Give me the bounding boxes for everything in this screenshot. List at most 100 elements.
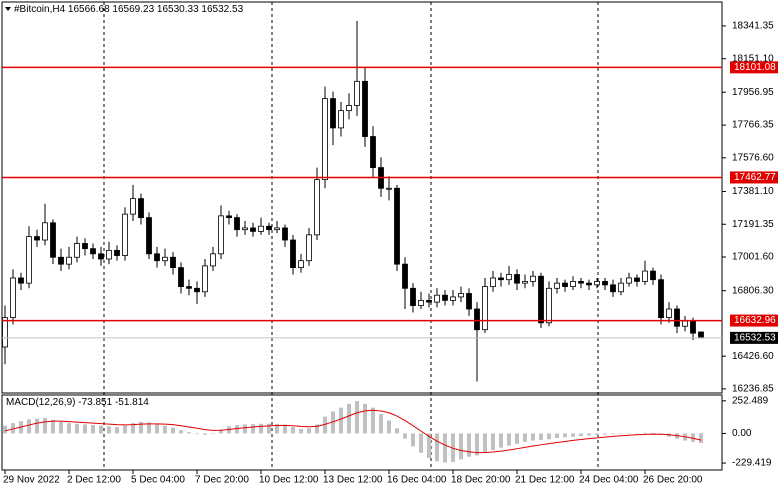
level-box xyxy=(730,314,778,327)
macd-bar xyxy=(179,430,183,434)
candle-body xyxy=(138,198,144,218)
macd-bar xyxy=(499,433,503,448)
candle-body xyxy=(410,287,416,306)
period-separators xyxy=(103,2,599,470)
macd-bar xyxy=(195,433,199,435)
candle-body xyxy=(426,299,432,303)
candle-body xyxy=(450,296,456,301)
macd-bar xyxy=(571,433,575,437)
candle-body xyxy=(506,274,512,281)
y-tick-label: 17001.60 xyxy=(732,252,774,263)
candle-body xyxy=(530,275,536,282)
macd-bar xyxy=(539,433,543,440)
macd-bar xyxy=(387,420,391,434)
macd-bar xyxy=(403,433,407,439)
candle-body xyxy=(442,294,448,301)
macd-bar xyxy=(587,433,591,436)
macd-bar xyxy=(611,433,615,435)
candle-body xyxy=(570,281,576,287)
candle-body xyxy=(338,110,344,129)
macd-bar xyxy=(363,403,367,434)
macd-value: -73.851 xyxy=(78,397,113,408)
macd-bar xyxy=(251,424,255,434)
candle-body xyxy=(258,225,264,232)
price-header: #Bitcoin,H4 16566.68 16569.23 16530.33 1… xyxy=(14,4,243,15)
macd-pane xyxy=(1,394,723,471)
y-tick-label: 17576.60 xyxy=(732,152,774,163)
x-tick-label: 18 Dec 20:00 xyxy=(451,475,511,486)
candle-body xyxy=(306,234,312,262)
macd-bar xyxy=(139,421,143,434)
y-tick-label: 16806.30 xyxy=(732,285,774,296)
macd-bar xyxy=(259,423,263,434)
candle-body xyxy=(690,320,696,334)
candle-body xyxy=(498,277,504,281)
macd-bar xyxy=(491,433,495,451)
candle-body xyxy=(610,284,616,293)
candle-body xyxy=(226,215,232,218)
macd-bar xyxy=(435,433,439,462)
candle-body xyxy=(34,236,40,241)
macd-bar xyxy=(3,425,7,434)
macd-bar xyxy=(267,423,271,434)
candle-body xyxy=(434,294,440,303)
candle-body xyxy=(514,274,520,284)
candle-body xyxy=(650,270,656,281)
macd-bar xyxy=(579,433,583,437)
y-tick-label: 17191.35 xyxy=(732,219,774,230)
candle-body xyxy=(626,277,632,284)
macd-bar xyxy=(283,424,287,434)
candle-body xyxy=(666,308,672,319)
macd-bar xyxy=(211,433,215,434)
candle-body xyxy=(74,243,80,258)
macd-bar xyxy=(243,424,247,434)
current-price-label: 16532.53 xyxy=(734,333,776,344)
macd-bar xyxy=(91,425,95,434)
macd-bar xyxy=(51,419,55,434)
y-tick-label: 0.00 xyxy=(732,428,752,439)
x-tick-label: 16 Dec 04:00 xyxy=(387,475,447,486)
macd-bar xyxy=(531,433,535,441)
macd-bar xyxy=(411,433,415,447)
candle-body xyxy=(178,267,184,287)
macd-bar xyxy=(355,401,359,434)
macd-bar xyxy=(11,423,15,434)
candle-body xyxy=(66,256,72,265)
candle-body xyxy=(10,277,16,319)
macd-bar xyxy=(483,433,487,453)
macd-bar xyxy=(155,423,159,434)
candle-body xyxy=(322,98,328,181)
macd-bar xyxy=(27,419,31,434)
macd-bar xyxy=(699,433,703,443)
macd-bar xyxy=(595,433,599,436)
macd-bar xyxy=(419,433,423,453)
macd-bar xyxy=(339,407,343,434)
candle-body xyxy=(354,80,360,106)
macd-bar xyxy=(555,433,559,438)
macd-bar xyxy=(691,433,695,442)
macd-bar xyxy=(635,433,639,434)
macd-bar xyxy=(299,428,303,434)
candle-body xyxy=(674,308,680,327)
macd-bar xyxy=(219,429,223,434)
x-tick-label: 24 Dec 04:00 xyxy=(579,475,639,486)
main-pane xyxy=(1,1,723,394)
candle-body xyxy=(162,256,168,262)
candle-body xyxy=(314,179,320,236)
macd-bar xyxy=(235,425,239,434)
candle-body xyxy=(42,222,48,241)
macd-bar xyxy=(163,425,167,434)
level-box xyxy=(730,171,778,184)
candle-body xyxy=(106,249,112,260)
candle-body xyxy=(562,282,568,287)
x-tick-label: 2 Dec 12:00 xyxy=(67,475,121,486)
candle-body xyxy=(682,320,688,327)
candle-body xyxy=(170,256,176,269)
macd-bar xyxy=(619,433,623,434)
candle-body xyxy=(130,198,136,215)
macd-bar xyxy=(115,426,119,434)
macd-bar xyxy=(147,422,151,434)
x-tick-label: 21 Dec 12:00 xyxy=(515,475,575,486)
x-tick-label: 10 Dec 12:00 xyxy=(259,475,319,486)
candle-body xyxy=(658,279,664,319)
